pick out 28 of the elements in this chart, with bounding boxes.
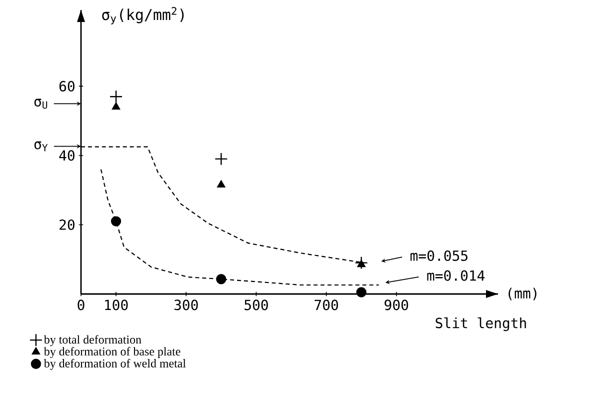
annotation: m=0.014: [427, 270, 485, 281]
text: σ$_{Y}$: [34, 141, 48, 152]
point: [214, 152, 228, 166]
y-tick-label: 60: [59, 80, 74, 92]
text: (mm): [508, 288, 536, 300]
point: [217, 180, 226, 188]
point: [109, 90, 123, 104]
legend-label: by deformation of base plate: [44, 347, 180, 358]
y-axis-title: σ$_{y}$(kg/mm$^{2}$): [102, 7, 184, 24]
x-tick-label: 100: [105, 300, 128, 310]
text: σ$_{U}$: [34, 98, 48, 109]
x-tick-label: 0: [78, 300, 84, 310]
line-series: [100, 168, 380, 286]
point: [356, 287, 366, 298]
x-axis-title: Slit length: [436, 317, 526, 332]
x-tick-label: 500: [244, 300, 268, 310]
x-tick-label: 900: [384, 300, 408, 310]
legend-label: by total deformation: [44, 335, 142, 346]
x-tick-label: 700: [314, 300, 338, 310]
x-tick-label: 300: [174, 300, 198, 310]
point: [112, 102, 120, 110]
point: [110, 216, 122, 226]
legend-label: by deformation of weld metal: [44, 358, 186, 370]
y-tick-label: 20: [60, 219, 74, 230]
y-tick-label: 40: [59, 150, 74, 161]
point: [357, 260, 366, 268]
annotation: m=0.055: [410, 250, 468, 261]
point: [216, 274, 226, 284]
